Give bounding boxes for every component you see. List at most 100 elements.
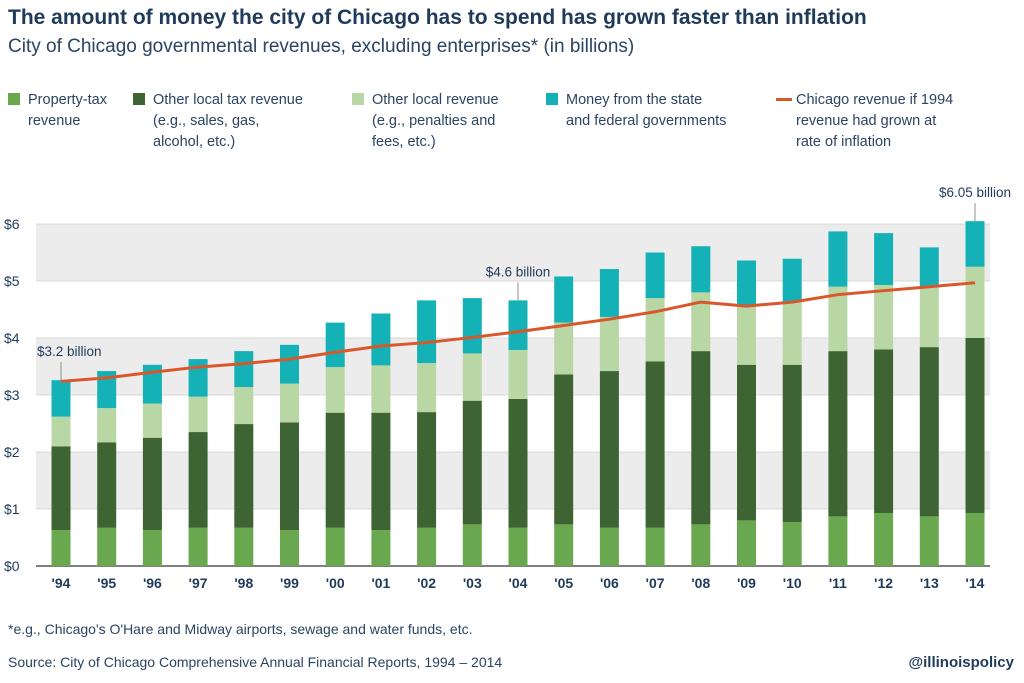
bar-segment-2: [508, 349, 528, 399]
legend-label-line: and federal governments: [566, 113, 727, 129]
x-tick-label: '98: [234, 575, 253, 591]
legend-other-local-tax: Other local tax revenue (e.g., sales, ga…: [133, 90, 303, 153]
x-tick-label: '94: [52, 575, 71, 591]
bar-segment-1: [782, 364, 802, 523]
bar-segment-2: [919, 286, 939, 348]
bar-segment-1: [645, 361, 665, 528]
bar-segment-1: [508, 398, 528, 528]
legend-label-line: Money from the state: [566, 92, 703, 108]
bar-segment-3: [325, 322, 345, 368]
x-tick-label: '14: [966, 575, 985, 591]
bar-segment-0: [782, 522, 802, 566]
legend-swatch: [133, 93, 145, 105]
source-note: Source: City of Chicago Comprehensive An…: [8, 654, 503, 670]
bar-segment-1: [142, 437, 162, 531]
x-tick-label: '97: [189, 575, 208, 591]
bar-segment-0: [874, 512, 894, 566]
bar-segment-3: [97, 371, 117, 409]
bar-segment-0: [417, 527, 437, 566]
chart-title: The amount of money the city of Chicago …: [8, 6, 867, 29]
legend-label-line: Other local revenue: [372, 92, 499, 108]
legend-label-line: revenue had grown at: [796, 113, 937, 129]
bar-segment-0: [554, 524, 574, 566]
bar-segment-1: [417, 412, 437, 528]
bar-segment-0: [737, 520, 756, 566]
bar-segment-3: [965, 221, 985, 267]
bar-segment-2: [188, 396, 208, 433]
bar-segment-2: [691, 292, 711, 352]
bar-segment-1: [965, 338, 985, 513]
legend-state-federal: Money from the state and federal governm…: [546, 90, 726, 132]
x-tick-label: '96: [143, 575, 162, 591]
bar-segment-0: [462, 524, 482, 566]
bar-segment-3: [417, 300, 437, 364]
x-tick-label: '00: [326, 575, 345, 591]
annotation-label: $3.2 billion: [37, 344, 102, 359]
legend-swatch: [8, 93, 20, 105]
annotation-label: $6.05 billion: [939, 185, 1011, 200]
bar-segment-1: [691, 351, 711, 525]
bar-segment-1: [371, 412, 391, 531]
bar-segment-1: [828, 351, 848, 517]
legend-swatch: [352, 93, 364, 105]
x-tick-label: '05: [554, 575, 573, 591]
bar-segment-2: [280, 383, 299, 423]
bar-segment-3: [51, 380, 71, 417]
bar-segment-2: [234, 387, 254, 425]
bar-segment-2: [599, 316, 619, 372]
x-tick-label: '01: [371, 575, 390, 591]
bar-segment-2: [142, 403, 162, 438]
legend-label-line: (e.g., sales, gas,: [153, 113, 260, 129]
bar-segment-3: [919, 247, 939, 287]
bar-segment-0: [599, 527, 619, 566]
y-tick-label: $1: [4, 501, 20, 517]
bar-segment-0: [234, 527, 254, 566]
bar-segment-3: [691, 246, 711, 293]
bar-segment-3: [554, 276, 574, 323]
bar-segment-3: [828, 231, 848, 287]
legend-label-line: Chicago revenue if 1994: [796, 92, 954, 108]
bar-segment-0: [97, 527, 117, 566]
bar-segment-2: [782, 301, 802, 365]
legend-inflation-line: Chicago revenue if 1994 revenue had grow…: [776, 90, 953, 153]
legend-label-line: Other local tax revenue: [153, 92, 303, 108]
bar-segment-2: [554, 322, 574, 375]
x-tick-label: '02: [417, 575, 436, 591]
legend-label-line: (e.g., penalties and: [372, 113, 496, 129]
bar-segment-2: [737, 305, 756, 365]
bar-segment-0: [828, 516, 848, 566]
x-tick-label: '11: [829, 575, 847, 591]
x-tick-label: '99: [280, 575, 299, 591]
x-tick-label: '03: [463, 575, 482, 591]
bar-segment-2: [965, 266, 985, 338]
bar-segment-3: [142, 364, 162, 404]
x-tick-label: '06: [600, 575, 619, 591]
bar-segment-1: [554, 374, 574, 525]
annotation-label: $4.6 billion: [486, 264, 551, 279]
bar-segment-1: [51, 446, 71, 531]
legend-swatch: [546, 93, 558, 105]
bar-segment-2: [51, 416, 71, 447]
bar-segment-1: [280, 422, 299, 531]
y-tick-label: $4: [4, 330, 20, 346]
x-tick-label: '09: [737, 575, 756, 591]
bar-segment-0: [645, 527, 665, 566]
x-tick-label: '08: [691, 575, 710, 591]
legend-label-line: rate of inflation: [796, 134, 892, 150]
bar-segment-0: [919, 516, 939, 566]
bar-segment-2: [874, 284, 894, 350]
bar-segment-1: [325, 412, 345, 528]
bar-segment-1: [919, 347, 939, 517]
bar-segment-2: [417, 363, 437, 413]
bar-segment-2: [97, 408, 117, 443]
footnote: *e.g., Chicago's O'Hare and Midway airpo…: [8, 621, 473, 637]
bar-segment-0: [325, 527, 345, 566]
bar-segment-3: [737, 260, 756, 306]
bar-segment-3: [508, 300, 528, 350]
bar-segment-0: [188, 527, 208, 566]
x-tick-label: '95: [97, 575, 116, 591]
bar-segment-0: [965, 512, 985, 566]
legend-label-line: fees, etc.): [372, 134, 436, 150]
bar-segment-2: [462, 353, 482, 401]
bar-segment-1: [188, 432, 208, 528]
